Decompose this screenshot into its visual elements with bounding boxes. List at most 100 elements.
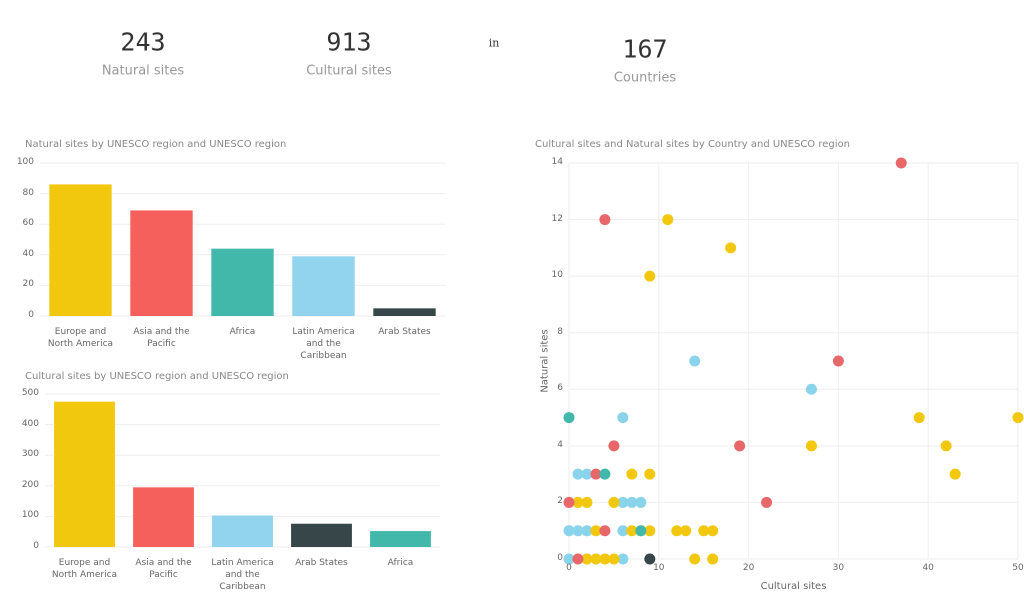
bar [211,248,274,316]
x-tick-label: 40 [922,563,934,573]
x-tick-label: 20 [742,563,755,573]
x-tick-label: 10 [653,563,665,573]
y-tick-label: 20 [22,279,34,290]
point [617,412,629,424]
y-tick-label: 10 [551,270,563,281]
point [805,440,817,452]
point [698,525,710,537]
x-tick-label: Asia and the Pacific [135,558,192,580]
card-value: 243 [120,27,166,57]
point [572,553,584,565]
bar [291,523,352,547]
point [689,355,701,367]
point [581,496,593,508]
bar [133,487,194,547]
y-tick-label: 0 [33,541,39,551]
x-tick-label: 30 [832,563,845,573]
x-tick-label: Europe and North America [47,327,114,349]
y-tick-label: 4 [557,439,563,450]
x-tick-label: Europe and North America [51,558,118,580]
point [563,496,575,508]
x-tick-label: 50 [1012,563,1024,573]
y-tick-label: 8 [557,326,563,337]
point [581,553,593,565]
point [617,525,629,537]
y-tick-label: 500 [21,388,39,398]
point [608,440,620,452]
card-label: Cultural sites [306,63,392,79]
bar [54,401,115,547]
y-tick-label: 40 [22,248,34,259]
point [940,440,952,452]
point [581,525,593,537]
point [689,553,701,565]
point [563,525,575,537]
card-label: Natural sites [101,63,185,79]
point [599,214,611,226]
y-tick-label: 0 [28,310,34,320]
card-value: 167 [622,34,668,64]
y-tick-label: 80 [22,187,34,198]
point [895,157,907,169]
point [572,468,584,480]
y-axis-label: Natural sites [539,329,551,393]
point [644,553,656,565]
bar [370,531,431,547]
chart-title: Cultural sites by UNESCO region and UNES… [25,371,289,382]
card-label: Countries [613,70,677,86]
x-tick-label: Africa [387,558,414,568]
y-tick-label: 14 [551,157,563,167]
point [590,468,602,480]
point [707,525,719,537]
y-tick-label: 400 [21,418,39,429]
point [725,242,737,254]
point [581,468,593,480]
point [635,525,647,537]
point [608,496,620,508]
point [626,468,638,480]
point [563,412,575,424]
x-tick-label: Asia and the Pacific [133,327,190,349]
point [644,270,656,282]
point [617,496,629,508]
point [832,355,844,367]
point [599,468,611,480]
y-tick-label: 2 [557,496,563,507]
point [626,525,638,537]
point [599,553,611,565]
point [635,496,647,508]
chart-title: Natural sites by UNESCO region and UNESC… [25,139,287,150]
y-tick-label: 0 [557,553,563,563]
x-tick-label: 0 [566,563,572,573]
point [662,214,674,226]
point [572,496,584,508]
y-tick-label: 60 [22,218,34,229]
point [617,553,629,565]
point [608,553,620,565]
point [761,496,773,508]
y-tick-label: 100 [16,157,34,167]
chart-title: Cultural sites and Natural sites by Coun… [535,139,850,150]
point [626,496,638,508]
point [590,525,602,537]
point [734,440,746,452]
x-tick-label: Arab States [295,558,348,568]
point [599,525,611,537]
card-value: 913 [326,27,372,57]
y-tick-label: 100 [21,510,39,521]
point [680,525,692,537]
x-tick-label: Latin America and the Caribbean [292,327,355,361]
connector: in [488,36,500,50]
point [644,468,656,480]
x-tick-label: Arab States [378,327,431,337]
point [671,525,683,537]
point [949,468,961,480]
bar [292,256,355,316]
point [1012,412,1024,424]
point [644,525,656,537]
x-tick-label: Africa [229,327,256,337]
x-axis-label: Cultural sites [760,581,827,592]
y-tick-label: 6 [557,383,563,394]
y-tick-label: 200 [21,479,39,490]
